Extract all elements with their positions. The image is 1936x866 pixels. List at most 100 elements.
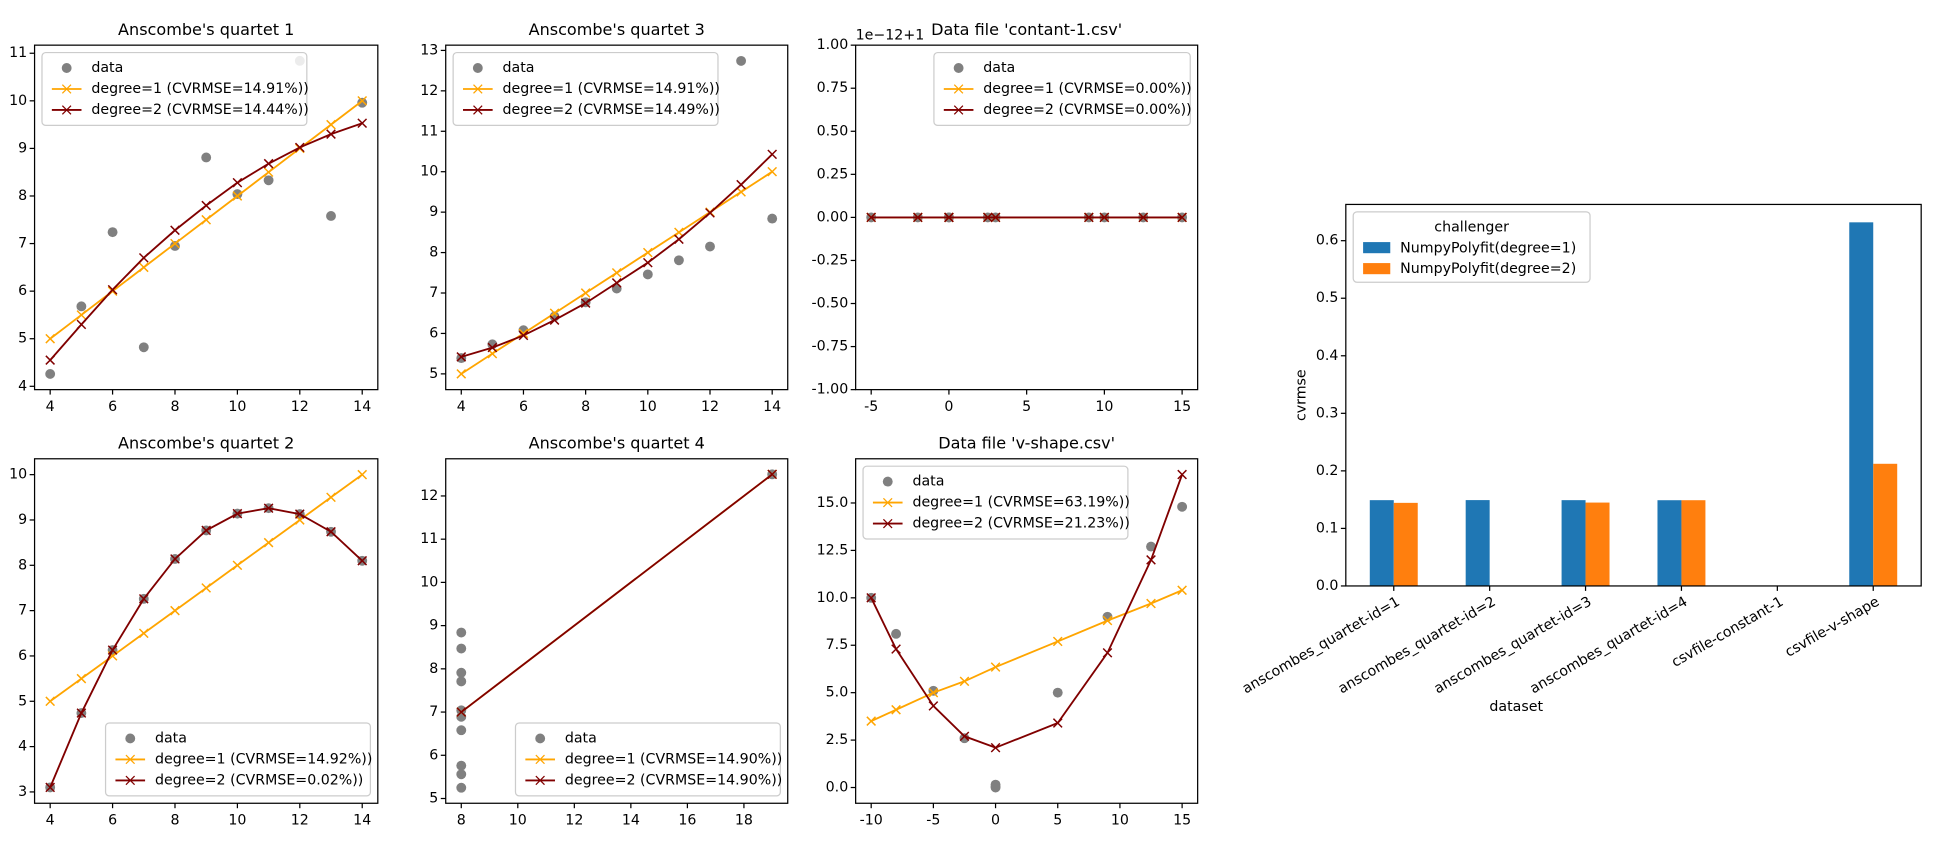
data-point xyxy=(456,712,466,722)
data-point xyxy=(76,301,86,311)
y-tick-label: 8 xyxy=(18,188,27,204)
bar xyxy=(1873,464,1897,586)
y-axis-label: cvrmse xyxy=(1293,369,1309,421)
legend-swatch xyxy=(62,63,72,73)
fit-marker xyxy=(768,167,777,176)
y-tick-label: 0.0 xyxy=(826,780,849,796)
legend-label: NumpyPolyfit(degree=1) xyxy=(1400,240,1576,256)
x-tick-label: 12 xyxy=(701,399,719,415)
x-tick-label: 10 xyxy=(1095,399,1113,415)
x-tick-label: anscombes_quartet-id=2 xyxy=(1336,594,1499,697)
fit-marker xyxy=(737,188,746,197)
series-line xyxy=(871,590,1182,721)
data-point xyxy=(139,342,149,352)
x-tick-label: 14 xyxy=(622,813,640,829)
offset-label: 1e−12+1 xyxy=(856,27,925,43)
y-tick-label: 7 xyxy=(18,603,27,619)
y-tick-label: -0.75 xyxy=(812,339,849,355)
y-tick-label: 0.75 xyxy=(817,80,849,96)
y-tick-label: 0.25 xyxy=(817,166,849,182)
y-tick-label: 8 xyxy=(18,557,27,573)
y-tick-label: 10 xyxy=(9,467,27,483)
chart-title: Data file 'contant-1.csv' xyxy=(931,20,1122,39)
data-point xyxy=(456,761,466,771)
data-point xyxy=(326,211,336,221)
fit-marker xyxy=(892,705,901,714)
y-tick-label: -0.50 xyxy=(812,296,849,312)
data-point xyxy=(456,668,466,678)
x-tick-label: anscombes_quartet-id=4 xyxy=(1527,594,1690,697)
y-tick-label: 7 xyxy=(18,236,27,252)
fit-marker xyxy=(1053,719,1062,728)
bar xyxy=(1370,500,1394,586)
data-point xyxy=(108,227,118,237)
y-tick-label: 0.5 xyxy=(1316,290,1339,306)
x-tick-label: 6 xyxy=(519,399,528,415)
y-tick-label: 6 xyxy=(18,648,27,664)
legend-label: degree=1 (CVRMSE=14.91%)) xyxy=(91,81,308,97)
bar xyxy=(1562,500,1586,586)
y-tick-label: 8 xyxy=(429,245,438,261)
bar xyxy=(1681,500,1705,586)
data-point xyxy=(891,629,901,639)
y-tick-label: 0.0 xyxy=(1316,578,1339,594)
bar xyxy=(1657,500,1681,586)
data-point xyxy=(456,725,466,735)
x-tick-label: 6 xyxy=(108,813,117,829)
y-tick-label: 10 xyxy=(9,93,27,109)
y-tick-label: 7.5 xyxy=(826,637,849,653)
bar xyxy=(1849,222,1873,586)
fit-marker xyxy=(264,538,273,547)
legend-label: data xyxy=(503,60,535,76)
y-tick-label: 9 xyxy=(18,140,27,156)
legend-swatch xyxy=(473,63,483,73)
fit-marker xyxy=(77,311,86,320)
data-point xyxy=(45,369,55,379)
fit-marker xyxy=(1053,637,1062,646)
y-tick-label: 11 xyxy=(420,123,438,139)
y-tick-label: 12.5 xyxy=(817,542,849,558)
x-tick-label: 16 xyxy=(678,813,696,829)
y-tick-label: 5 xyxy=(429,791,438,807)
y-tick-label: 7 xyxy=(429,704,438,720)
y-tick-label: 11 xyxy=(9,45,27,61)
y-tick-label: 0.4 xyxy=(1316,348,1339,364)
bar xyxy=(1394,503,1418,586)
y-tick-label: 6 xyxy=(429,325,438,341)
x-tick-label: anscombes_quartet-id=1 xyxy=(1240,594,1403,697)
data-point xyxy=(456,676,466,686)
x-tick-label: 10 xyxy=(639,399,657,415)
chart-title: Anscombe's quartet 3 xyxy=(529,20,705,39)
legend-label: degree=2 (CVRMSE=14.90%)) xyxy=(565,772,782,788)
y-tick-label: 11 xyxy=(420,531,438,547)
bar xyxy=(1586,503,1610,586)
data-point xyxy=(456,783,466,793)
fit-marker xyxy=(202,215,211,224)
series-line xyxy=(461,474,772,712)
x-tick-label: 4 xyxy=(46,399,55,415)
fit-marker xyxy=(202,584,211,593)
y-tick-label: 10.0 xyxy=(817,590,849,606)
fit-marker xyxy=(737,180,746,189)
y-tick-label: 0.1 xyxy=(1316,520,1339,536)
y-tick-label: 10 xyxy=(420,574,438,590)
y-tick-label: 10 xyxy=(420,164,438,180)
data-point xyxy=(201,153,211,163)
y-tick-label: -0.25 xyxy=(812,252,849,268)
data-point xyxy=(705,242,715,252)
y-tick-label: 9 xyxy=(429,618,438,634)
x-tick-label: 10 xyxy=(228,399,246,415)
legend-label: degree=1 (CVRMSE=14.92%)) xyxy=(155,751,372,767)
legend-swatch xyxy=(883,477,893,487)
x-tick-label: 8 xyxy=(170,399,179,415)
fit-marker xyxy=(867,717,876,726)
chart-title: Data file 'v-shape.csv' xyxy=(938,433,1115,452)
legend-label: degree=1 (CVRMSE=0.00%)) xyxy=(983,81,1191,97)
legend-label: degree=2 (CVRMSE=14.44%)) xyxy=(91,102,308,118)
x-tick-label: 5 xyxy=(1053,813,1062,829)
x-tick-label: 6 xyxy=(108,399,117,415)
x-tick-label: 12 xyxy=(291,399,309,415)
y-tick-label: 9 xyxy=(18,512,27,528)
fit-marker xyxy=(1178,470,1187,479)
data-point xyxy=(456,628,466,638)
